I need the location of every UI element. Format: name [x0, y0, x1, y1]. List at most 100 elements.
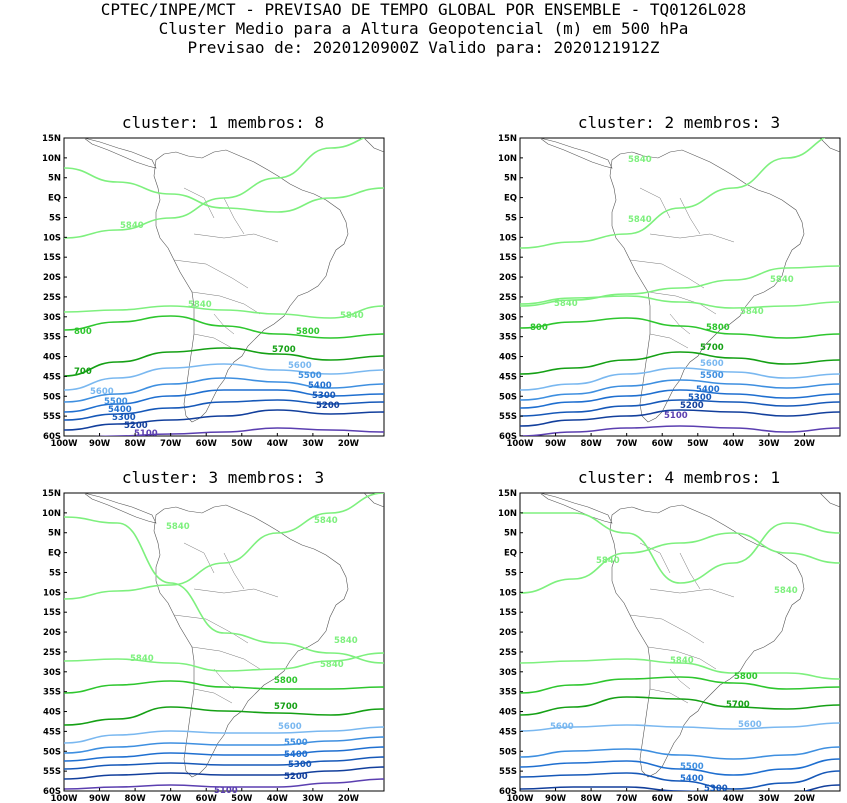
country-border — [173, 259, 249, 289]
lon-label: 100W — [50, 794, 78, 803]
contour-label: 5300 — [312, 391, 336, 401]
lat-label: 40S — [499, 708, 517, 718]
lon-label: 90W — [545, 439, 567, 449]
country-border — [669, 668, 691, 690]
contour-label: 5700 — [272, 345, 296, 355]
lon-label: 80W — [581, 439, 603, 449]
lon-label: 20W — [794, 794, 816, 803]
contour-label: 5840 — [320, 660, 344, 670]
contour-5600 — [64, 726, 384, 744]
lon-label: 80W — [125, 439, 147, 449]
lat-label: 50S — [499, 747, 517, 757]
contour-label: 5600 — [550, 722, 574, 732]
contour-label: 5840 — [596, 556, 620, 566]
contour-label: 5840 — [740, 307, 764, 317]
lat-label: 10N — [498, 154, 517, 164]
contour-5400 — [520, 758, 840, 776]
lat-label: 30S — [43, 313, 61, 323]
contour-label: 5840 — [314, 516, 338, 526]
contour-5200 — [520, 409, 840, 427]
contour-5840 — [64, 516, 384, 664]
contour-label: 5600 — [738, 720, 762, 730]
lat-label: 60S — [43, 432, 61, 442]
map-frame — [519, 492, 841, 792]
contour-5840 — [520, 138, 826, 249]
contour-label: 5100 — [664, 411, 688, 421]
country-border — [629, 259, 705, 289]
contour-5600 — [520, 722, 840, 732]
lat-label: 5N — [48, 174, 61, 184]
lat-label: 40S — [43, 708, 61, 718]
contour-5840 — [64, 493, 384, 600]
contour-label: 5300 — [112, 413, 136, 423]
lat-label: 30S — [499, 313, 517, 323]
lon-label: 80W — [125, 794, 147, 803]
lon-label: 70W — [616, 439, 638, 449]
lat-label: 20S — [499, 273, 517, 283]
lon-label: 90W — [545, 794, 567, 803]
map-panel-4: 5840 5840 5840 5800 5700 5600 5600 5500 54005300… — [498, 489, 841, 803]
contour-label: 800 — [74, 327, 92, 337]
lat-label: 5N — [504, 174, 517, 184]
figure-header: CPTEC/INPE/MCT - PREVISAO DE TEMPO GLOBA… — [0, 0, 847, 57]
contour-5840 — [520, 658, 840, 680]
contour-label: 5800 — [706, 323, 730, 333]
country-border — [649, 588, 735, 598]
lat-label: EQ — [48, 549, 61, 559]
country-border — [191, 291, 261, 315]
lat-label: 25S — [499, 648, 517, 658]
contour-label: 5840 — [628, 155, 652, 165]
contour-label: 5500 — [298, 371, 322, 381]
lat-label: 10N — [498, 509, 517, 519]
lat-label: 5S — [49, 568, 61, 578]
contour-label: 5600 — [278, 722, 302, 732]
contour-label: 5800 — [296, 327, 320, 337]
lon-label: 60W — [652, 794, 674, 803]
lat-label: 5S — [505, 213, 517, 223]
contour-5800 — [64, 680, 384, 694]
contour-label: 5500 — [700, 371, 724, 381]
contour-label: 5800 — [734, 672, 758, 682]
lon-label: 100W — [50, 439, 78, 449]
contour-5700 — [64, 706, 384, 726]
contour-label: 5840 — [340, 311, 364, 321]
lon-label: 90W — [89, 439, 111, 449]
contour-label: 5840 — [770, 275, 794, 285]
contour-5700 — [520, 351, 840, 375]
lon-label: 40W — [267, 439, 289, 449]
contour-label: 5840 — [554, 299, 578, 309]
contour-5600 — [64, 363, 384, 391]
lat-label: 15S — [499, 608, 517, 618]
lat-label: 15S — [43, 608, 61, 618]
lat-label: EQ — [504, 194, 517, 204]
lat-label: 55S — [499, 412, 517, 422]
lon-label: 100W — [506, 439, 534, 449]
contour-label: 5300 — [704, 784, 728, 794]
contour-5700 — [64, 347, 384, 377]
lat-label: 40S — [43, 353, 61, 363]
lat-label: 50S — [499, 392, 517, 402]
lat-label: EQ — [504, 549, 517, 559]
coastline-africa — [819, 493, 840, 508]
lon-label: 60W — [196, 439, 218, 449]
contour-label: 5700 — [726, 700, 750, 710]
lat-label: 15S — [43, 253, 61, 263]
country-border — [649, 233, 735, 243]
country-border — [191, 646, 261, 670]
country-border — [193, 588, 279, 598]
lon-label: 30W — [302, 439, 324, 449]
country-border — [173, 614, 249, 644]
contour-label: 5600 — [700, 359, 724, 369]
country-border — [647, 291, 717, 315]
map-frame — [519, 137, 841, 437]
contour-label: 5300 — [288, 760, 312, 770]
lon-label: 20W — [338, 439, 360, 449]
lon-label: 20W — [338, 794, 360, 803]
lat-label: 5S — [505, 568, 517, 578]
lat-label: 25S — [499, 293, 517, 303]
country-border — [679, 552, 701, 590]
contour-5800 — [520, 317, 840, 339]
lat-label: 45S — [43, 372, 61, 382]
lat-label: 55S — [43, 412, 61, 422]
lon-label: 20W — [794, 439, 816, 449]
